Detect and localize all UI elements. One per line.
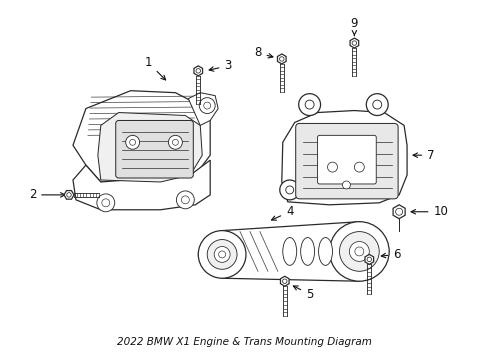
Text: 2: 2 — [29, 188, 65, 201]
FancyBboxPatch shape — [295, 123, 397, 199]
FancyBboxPatch shape — [317, 135, 375, 184]
Polygon shape — [281, 111, 406, 205]
Circle shape — [351, 41, 356, 45]
Ellipse shape — [282, 238, 296, 265]
Circle shape — [125, 135, 139, 149]
Polygon shape — [73, 160, 210, 210]
Circle shape — [327, 162, 337, 172]
Polygon shape — [194, 66, 202, 76]
Circle shape — [181, 196, 189, 204]
Circle shape — [279, 180, 299, 200]
Polygon shape — [98, 113, 202, 182]
Circle shape — [372, 100, 381, 109]
Circle shape — [298, 94, 320, 116]
Circle shape — [349, 242, 368, 261]
Text: 9: 9 — [350, 17, 357, 35]
Circle shape — [172, 139, 178, 145]
Circle shape — [329, 222, 388, 281]
Polygon shape — [277, 54, 285, 64]
Circle shape — [354, 162, 364, 172]
Circle shape — [97, 194, 115, 212]
Text: 8: 8 — [254, 46, 272, 59]
Circle shape — [203, 102, 210, 109]
FancyBboxPatch shape — [116, 121, 193, 178]
Circle shape — [196, 69, 200, 73]
Polygon shape — [392, 205, 405, 219]
Circle shape — [207, 239, 237, 269]
Circle shape — [279, 57, 284, 61]
Circle shape — [198, 231, 245, 278]
Circle shape — [102, 199, 109, 207]
Text: 5: 5 — [293, 286, 313, 301]
Polygon shape — [198, 222, 388, 281]
Circle shape — [395, 208, 402, 215]
Ellipse shape — [300, 238, 314, 265]
Circle shape — [339, 231, 379, 271]
Text: 7: 7 — [412, 149, 434, 162]
Text: 1: 1 — [144, 57, 165, 80]
Circle shape — [129, 139, 135, 145]
Circle shape — [214, 247, 230, 262]
Circle shape — [285, 186, 293, 194]
Polygon shape — [349, 38, 358, 48]
Circle shape — [168, 135, 182, 149]
Text: 10: 10 — [410, 205, 447, 218]
Polygon shape — [73, 91, 210, 185]
Text: 3: 3 — [209, 59, 231, 72]
Circle shape — [354, 247, 363, 256]
Text: 4: 4 — [271, 205, 293, 220]
Circle shape — [342, 181, 350, 189]
Circle shape — [218, 251, 225, 258]
Ellipse shape — [318, 238, 332, 265]
Polygon shape — [364, 255, 373, 264]
Circle shape — [199, 98, 215, 113]
Polygon shape — [64, 190, 74, 199]
Polygon shape — [188, 93, 218, 125]
Circle shape — [67, 193, 71, 197]
Circle shape — [366, 257, 371, 262]
Circle shape — [282, 279, 286, 283]
Text: 2022 BMW X1 Engine & Trans Mounting Diagram: 2022 BMW X1 Engine & Trans Mounting Diag… — [117, 337, 371, 347]
Polygon shape — [280, 276, 288, 286]
Text: 6: 6 — [381, 248, 400, 261]
Circle shape — [305, 100, 313, 109]
Circle shape — [366, 94, 387, 116]
Circle shape — [176, 191, 194, 209]
